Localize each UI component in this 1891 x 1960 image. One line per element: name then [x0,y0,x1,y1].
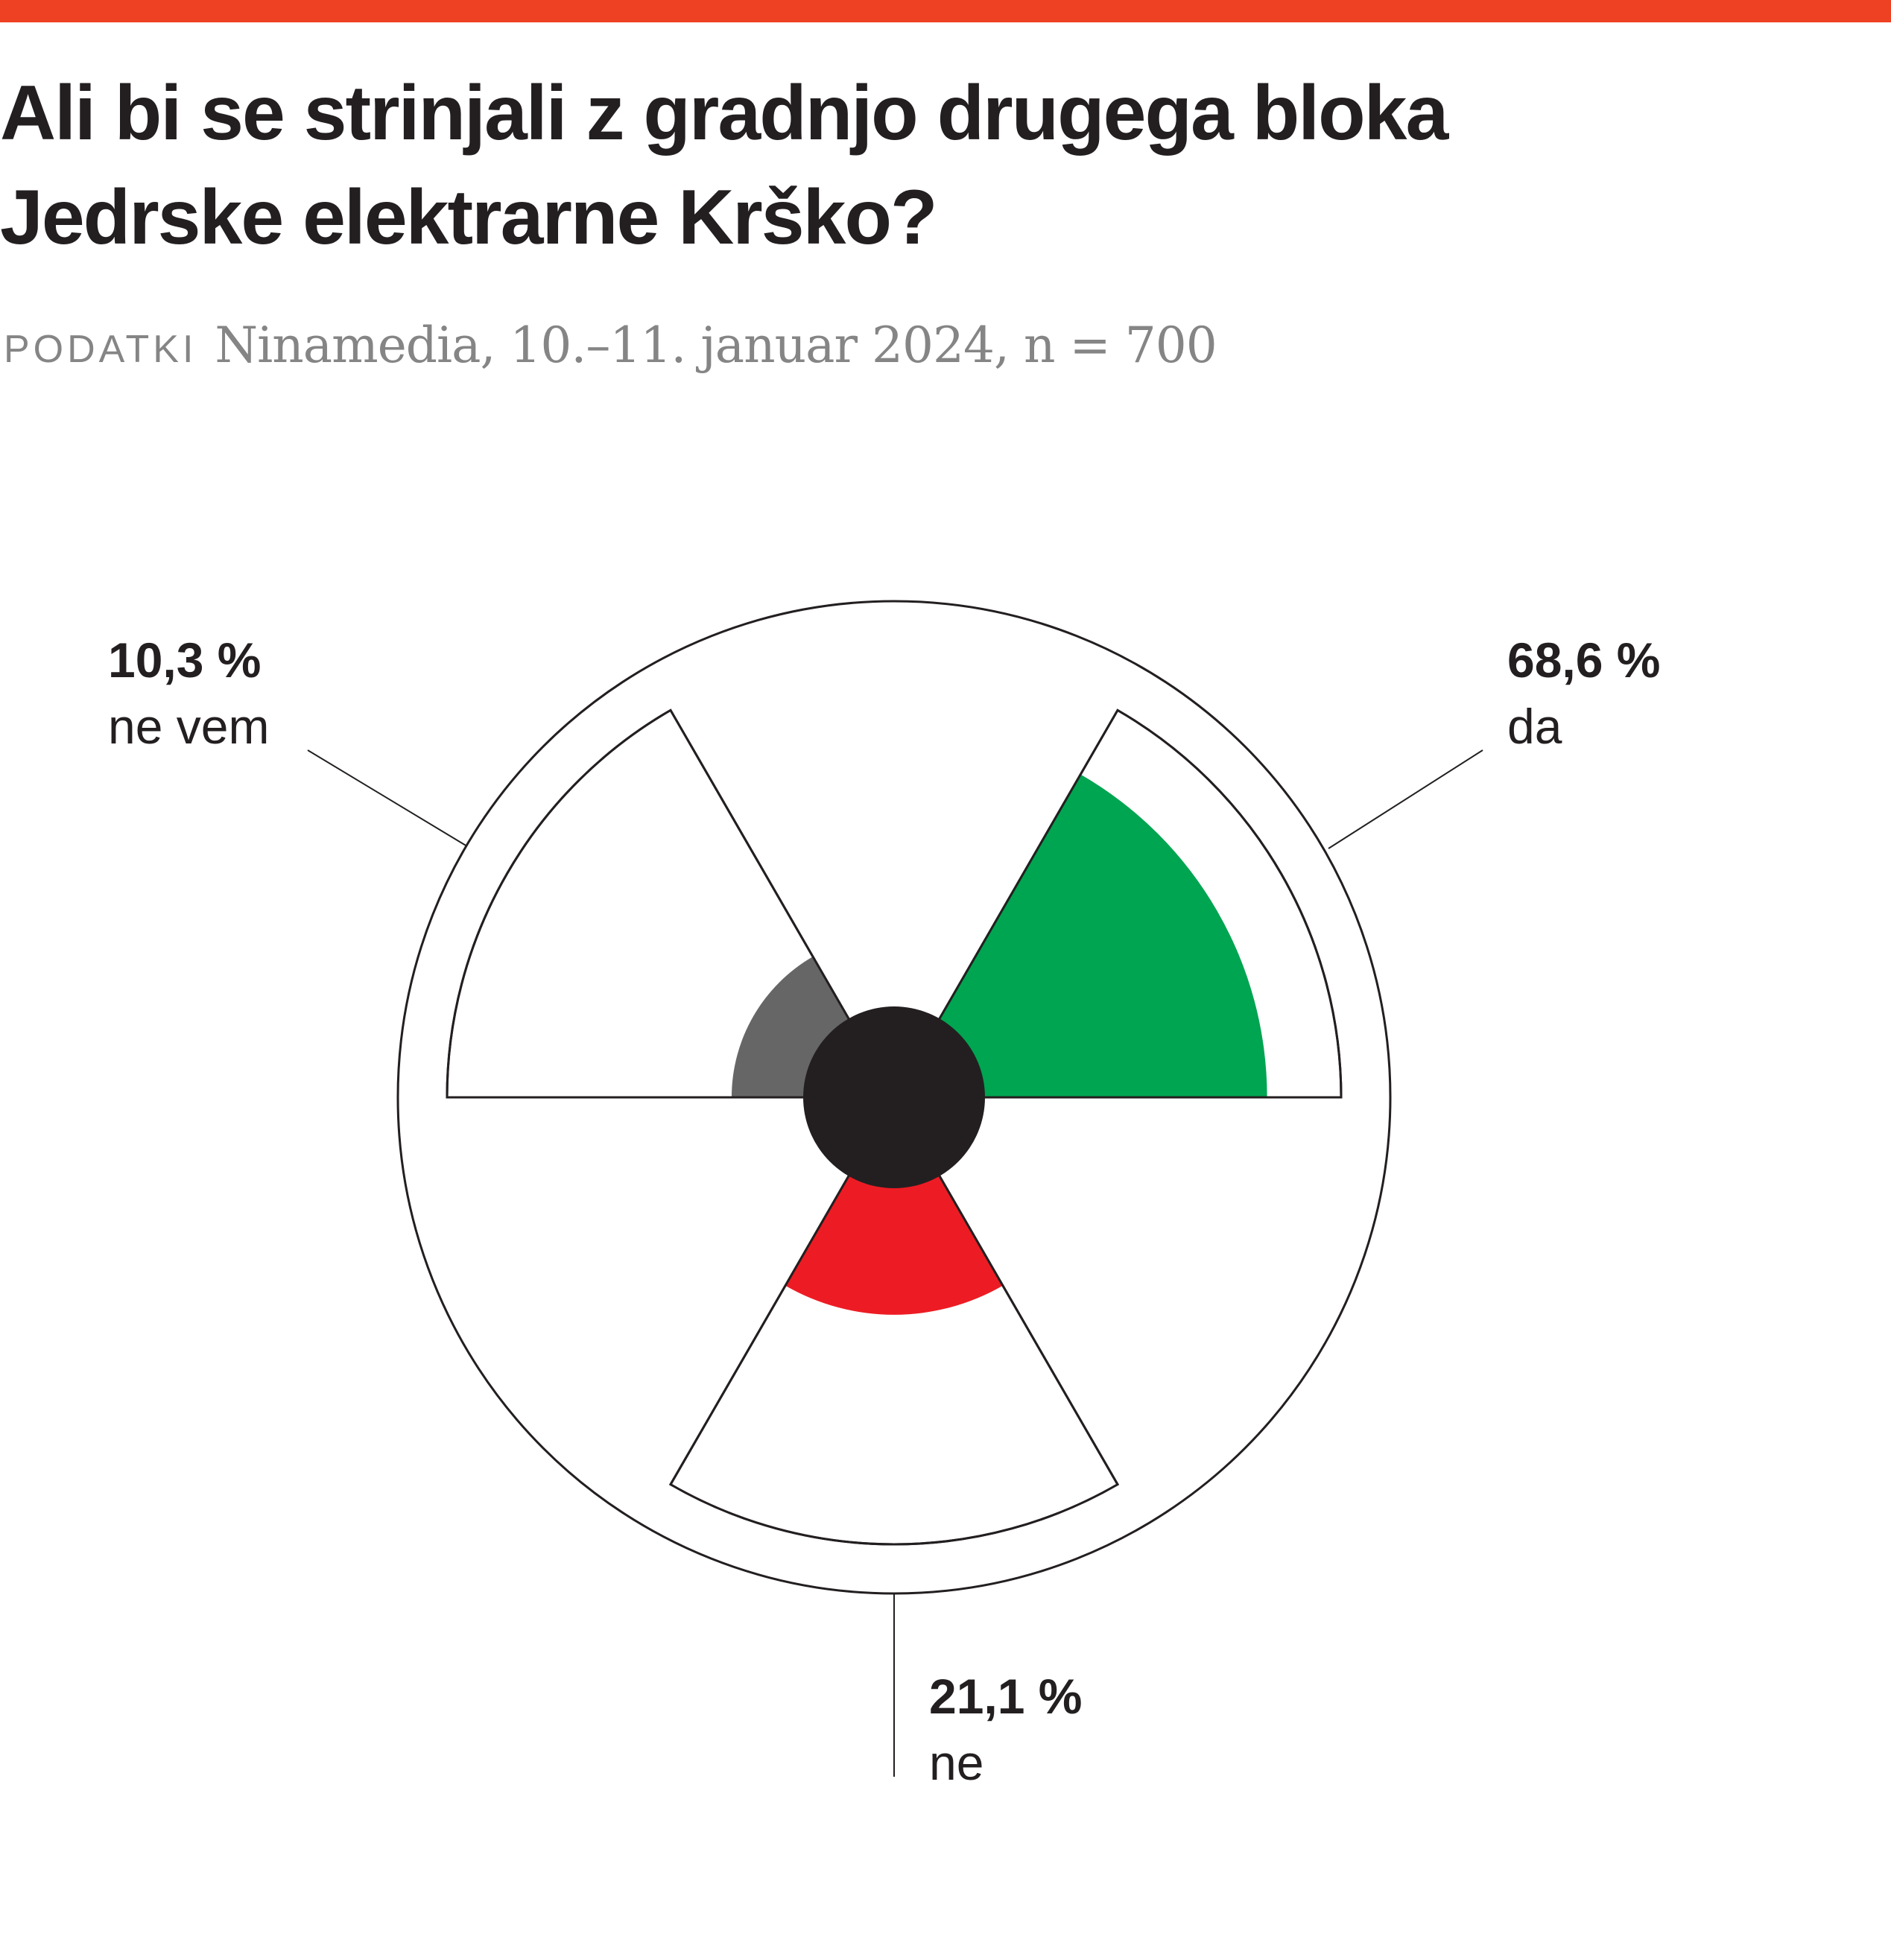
chart-title-line-2: Jedrske elektrarne Krško? [0,174,938,261]
value-fill-ne-vem [731,957,854,1097]
data-source: PODATKI Ninamedia, 10.–11. januar 2024, n… [4,317,1217,374]
category-label-ne: ne [929,1735,983,1790]
category-label-da: da [1507,699,1562,754]
percent-label-da: 68,6 % [1507,632,1660,688]
accent-top-bar [0,0,1891,22]
source-text: Ninamedia, 10.–11. januar 2024, n = 700 [215,317,1217,374]
chart-title-line-1: Ali bi se strinjali z gradnjo drugega bl… [0,70,1448,156]
category-label-ne-vem: ne vem [108,699,269,754]
leader-line-ne-vem [307,749,468,847]
percent-label-ne-vem: 10,3 % [108,632,261,688]
value-fill-ne [785,1167,1003,1315]
source-label: PODATKI [4,328,197,371]
center-dot [803,1006,985,1188]
chart-title: Ali bi se strinjali z gradnjo drugega bl… [0,61,1714,270]
leader-line-da [1328,749,1483,849]
value-fill-da [934,774,1267,1097]
percent-label-ne: 21,1 % [929,1669,1082,1724]
